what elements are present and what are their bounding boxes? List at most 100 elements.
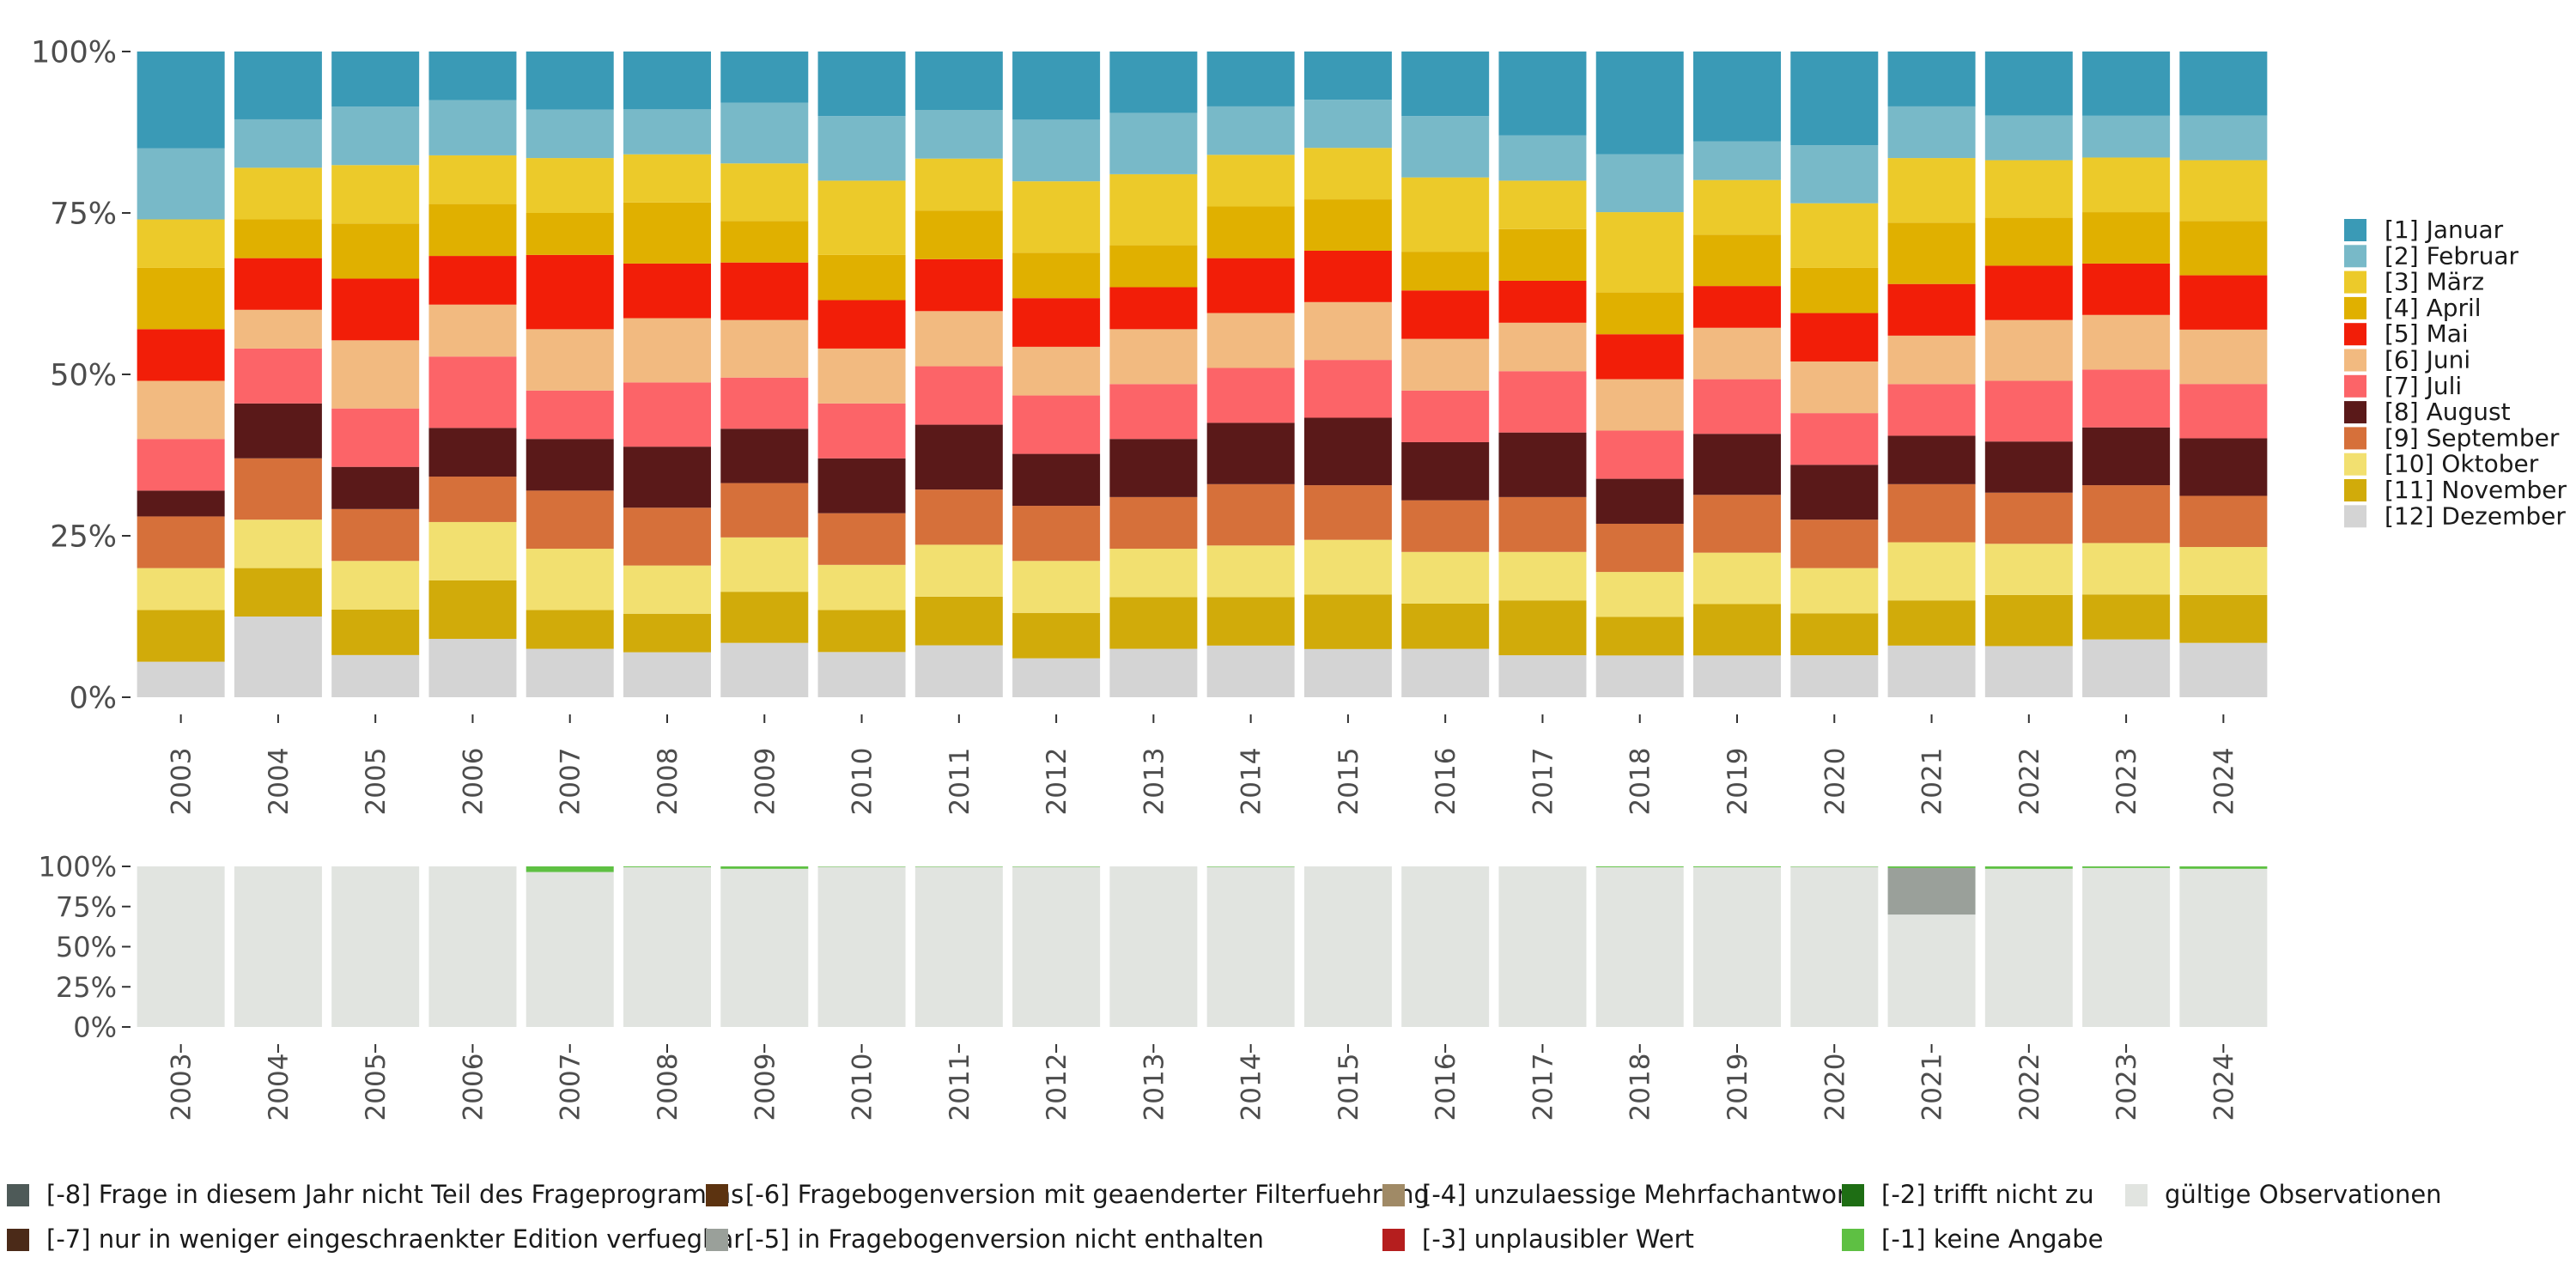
bar-segment-2005-4-april [331,223,420,279]
bar-segment-2010-4-april [817,254,906,301]
legend-key-5-in-fragebogenversion-nicht-enthalten [706,1229,728,1251]
legend-key-5-mai [2344,323,2366,346]
bar-segment-2014-9-september [1206,483,1295,546]
bar-segment-2008-6-juni [623,318,711,383]
bar-segment-2004-10-oktober [234,519,322,568]
bar-segment-2024-12-dezember [2179,642,2268,697]
bar-segment-2008-1-januar [623,52,711,110]
bar-segment-2024-7-juli [2179,384,2268,439]
bar-segment-2020-5-mai [1790,313,1879,361]
legend-key-1-keine-angabe [1842,1229,1864,1251]
bar-segment-2009-7-juli [720,377,809,429]
bar-segment-2024-5-mai [2179,275,2268,330]
bar-segment-2010-6-juni [817,348,906,404]
bar-segment-2007-1-keine-angabe [526,866,614,872]
bar-segment-2011-gültige-observationen [914,866,1003,1027]
bar-segment-2008-2-februar [623,109,711,155]
bar-segment-2014-6-juni [1206,313,1295,368]
bar-segment-2004-8-august [234,403,322,459]
legend-label-8-frage-in-diesem-jahr-nicht-teil-des-frageprogramms: [-8] Frage in diesem Jahr nicht Teil des… [46,1180,744,1209]
bar-segment-2012-1-januar [1012,52,1101,120]
bar-segment-2022-7-juli [1984,380,2073,442]
x-tick-label-2012: 2012 [1042,748,1072,816]
bar-segment-2016-9-september [1401,500,1490,552]
bar-segment-2024-10-oktober [2179,547,2268,595]
bar-segment-2015-11-november [1303,594,1392,649]
bar-segment-2022-11-november [1984,594,2073,647]
bar-segment-2015-7-juli [1303,360,1392,418]
bar-segment-2023-gültige-observationen [2082,867,2171,1027]
bar-segment-2019-12-dezember [1693,655,1781,697]
bar-segment-2006-8-august [428,428,517,477]
bar-segment-2010-1-keine-angabe [817,866,906,867]
x-tick-label-2018: 2018 [1625,1054,1656,1121]
bar-segment-2017-6-juni [1498,322,1587,372]
bar-segment-2023-12-dezember [2082,639,2171,697]
x-tick-label-2016: 2016 [1431,748,1461,816]
bar-segment-2017-8-august [1498,432,1587,497]
bar-segment-2004-gültige-observationen [234,866,322,1027]
bar-segment-2009-8-august [720,428,809,483]
bar-segment-2018-9-september [1595,523,1684,573]
legend-key-3-unplausibler-wert [1382,1229,1405,1251]
bar-segment-2018-gültige-observationen [1595,866,1684,1027]
y-tick-label: 75% [50,197,117,232]
bar-segment-2003-1-januar [137,52,225,149]
legend-key-2-februar [2344,245,2366,268]
bar-segment-2003-11-november [137,610,225,662]
bar-segment-2018-2-februar [1595,154,1684,213]
bar-segment-2009-6-juni [720,319,809,378]
bar-segment-2004-12-dezember [234,617,322,697]
bar-segment-2007-10-oktober [526,549,614,611]
bar-segment-2019-2-februar [1693,141,1781,180]
bar-segment-2022-10-oktober [1984,544,2073,595]
bar-segment-2003-10-oktober [137,568,225,611]
bar-segment-2020-1-keine-angabe [1790,866,1879,867]
bar-segment-2024-1-keine-angabe [2179,866,2268,869]
bar-segment-2024-3-märz [2179,160,2268,222]
bar-segment-2006-10-oktober [428,521,517,580]
bar-segment-2017-gültige-observationen [1498,866,1587,1027]
y-tick-label: 50% [56,931,117,963]
bar-segment-2004-9-september [234,458,322,520]
bar-segment-2020-4-april [1790,267,1879,313]
bar-segment-2005-1-januar [331,52,420,107]
y-tick-label: 25% [56,971,117,1004]
bar-segment-2017-3-märz [1498,180,1587,229]
x-tick-label-2022: 2022 [2014,1054,2045,1121]
bar-segment-2021-3-märz [1887,158,1976,223]
bar-segment-2011-1-keine-angabe [914,866,1003,867]
bar-segment-2006-2-februar [428,100,517,155]
bar-segment-2013-4-april [1109,245,1198,288]
bar-segment-2010-gültige-observationen [817,866,906,1027]
bar-segment-2012-6-juni [1012,346,1101,396]
bar-segment-2016-gültige-observationen [1401,866,1490,1027]
bar-segment-2011-4-april [914,210,1003,259]
bar-segment-2009-2-februar [720,102,809,164]
legend-key-8-frage-in-diesem-jahr-nicht-teil-des-frageprogramms [7,1184,29,1206]
bar-segment-2021-5-in-fragebogenversion-nicht-enthalten [1887,867,1976,915]
bar-segment-2022-5-mai [1984,265,2073,320]
bar-segment-2016-2-februar [1401,116,1490,178]
bar-segment-2021-10-oktober [1887,542,1976,601]
legend-key-2-trifft-nicht-zu [1842,1184,1864,1206]
bar-segment-2007-12-dezember [526,648,614,697]
bar-segment-2021-7-juli [1887,384,1976,436]
bar-segment-2021-6-juni [1887,335,1976,385]
legend-label-6-fragebogenversion-mit-geaenderter-filterfuehrung: [-6] Fragebogenversion mit geaenderter F… [745,1180,1430,1209]
legend-label-4-unzulaessige-mehrfachantwort: [-4] unzulaessige Mehrfachantwort [1422,1180,1856,1209]
bar-segment-2005-2-februar [331,106,420,166]
bar-segment-2009-5-mai [720,262,809,320]
legend-label-1-keine-angabe: [-1] keine Angabe [1881,1224,2104,1254]
missing-values-legend: [-8] Frage in diesem Jahr nicht Teil des… [7,1180,2442,1254]
x-tick-label-2013: 2013 [1139,1054,1170,1121]
bar-segment-2021-2-februar [1887,106,1976,159]
bar-segment-2010-7-juli [817,403,906,459]
bar-segment-2011-11-november [914,596,1003,646]
bar-segment-2006-5-mai [428,256,517,305]
bar-segment-2022-12-dezember [1984,646,2073,697]
bar-segment-2003-9-september [137,516,225,568]
bar-segment-2010-3-märz [817,180,906,255]
bar-segment-2020-1-januar [1790,52,1879,146]
bar-segment-2013-9-september [1109,496,1198,550]
